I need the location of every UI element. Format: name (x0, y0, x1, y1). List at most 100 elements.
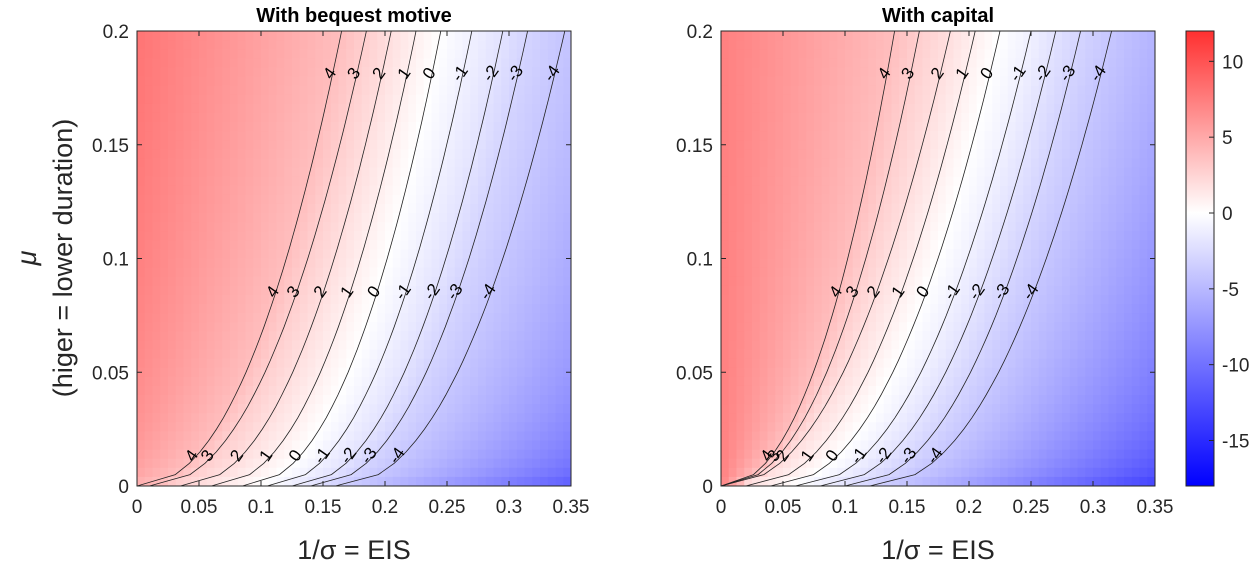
heat-cell (798, 249, 807, 260)
heat-cell (191, 94, 200, 105)
heat-cell (214, 331, 223, 341)
heat-cell (829, 103, 838, 114)
heat-cell (214, 476, 223, 486)
heat-cell (214, 367, 223, 378)
heat-cell (245, 385, 254, 396)
heat-cell (276, 431, 285, 442)
heat-cell (775, 358, 784, 369)
heat-cell (501, 194, 510, 205)
heat-cell (439, 404, 448, 414)
heat-cell (945, 422, 955, 432)
heat-cell (237, 185, 247, 196)
heat-cell (547, 313, 557, 323)
heat-cell (891, 94, 900, 105)
heat-cell (501, 67, 510, 78)
heat-cell (501, 331, 510, 341)
heat-cell (369, 422, 378, 432)
heat-cell (1023, 431, 1032, 442)
heat-cell (1046, 76, 1055, 87)
heat-cell (984, 458, 993, 469)
heat-cell (752, 158, 761, 169)
heat-cell (852, 404, 862, 414)
heat-cell (400, 185, 409, 196)
heat-cell (168, 367, 177, 378)
heat-cell (852, 258, 862, 269)
heat-cell (493, 158, 502, 169)
heat-cell (922, 449, 931, 460)
heat-cell (984, 76, 993, 87)
heat-cell (137, 422, 146, 432)
heat-cell (137, 449, 146, 460)
heat-cell (540, 185, 549, 196)
heat-cell (315, 376, 324, 387)
heat-cell (744, 449, 753, 460)
heat-cell (431, 367, 440, 378)
heat-cell (377, 440, 386, 451)
heat-cell (447, 258, 456, 269)
heat-cell (392, 276, 402, 287)
heat-cell (1007, 385, 1017, 396)
heat-cell (152, 458, 161, 469)
heat-cell (144, 476, 154, 486)
heat-cell (752, 194, 761, 205)
heat-cell (783, 376, 792, 387)
heat-cell (976, 476, 986, 486)
heat-cell (1038, 467, 1048, 478)
heat-cell (852, 94, 862, 105)
heat-cell (752, 131, 761, 141)
heat-cell (914, 349, 924, 360)
heat-cell (261, 122, 270, 132)
heat-cell (1038, 376, 1048, 387)
heat-cell (930, 249, 939, 260)
heat-cell (860, 103, 869, 114)
heat-cell (454, 294, 464, 305)
heat-cell (953, 294, 962, 305)
heat-cell (790, 222, 800, 232)
heat-cell (814, 358, 823, 369)
heat-cell (168, 222, 177, 232)
heat-cell (315, 85, 324, 96)
heat-cell (315, 322, 324, 332)
heat-cell (728, 149, 738, 159)
heat-cell (385, 413, 394, 423)
heat-cell (423, 149, 433, 159)
heat-cell (276, 249, 285, 260)
heat-cell (852, 276, 862, 287)
heat-cell (137, 58, 146, 68)
heat-cell (315, 122, 324, 132)
heat-cell (532, 322, 541, 332)
heat-cell (806, 103, 815, 114)
heat-cell (284, 276, 293, 287)
heat-cell (175, 476, 185, 486)
heat-cell (439, 294, 448, 305)
heat-cell (938, 31, 947, 41)
heat-cell (369, 249, 378, 260)
heat-cell (516, 358, 526, 369)
heat-cell (860, 276, 869, 287)
heat-cell (790, 258, 800, 269)
heat-cell (953, 249, 962, 260)
heat-cell (1046, 31, 1055, 41)
heat-cell (930, 122, 939, 132)
heat-cell (485, 240, 495, 250)
heat-cell (744, 213, 753, 223)
heat-cell (299, 222, 309, 232)
heat-cell (744, 385, 753, 396)
heat-cell (385, 112, 394, 123)
heat-cell (377, 349, 386, 360)
heat-cell (930, 294, 939, 305)
heat-cell (814, 85, 823, 96)
heat-cell (899, 340, 908, 351)
heat-cell (222, 40, 231, 50)
heat-cell (245, 395, 254, 405)
heat-cell (930, 31, 939, 41)
heat-cell (276, 358, 285, 369)
heat-cell (744, 358, 753, 369)
heat-cell (899, 176, 908, 187)
heat-cell (759, 149, 769, 159)
heat-cell (547, 140, 557, 150)
heat-cell (261, 31, 270, 41)
heat-cell (814, 149, 823, 159)
heat-cell (790, 285, 800, 296)
heat-cell (992, 476, 1001, 486)
